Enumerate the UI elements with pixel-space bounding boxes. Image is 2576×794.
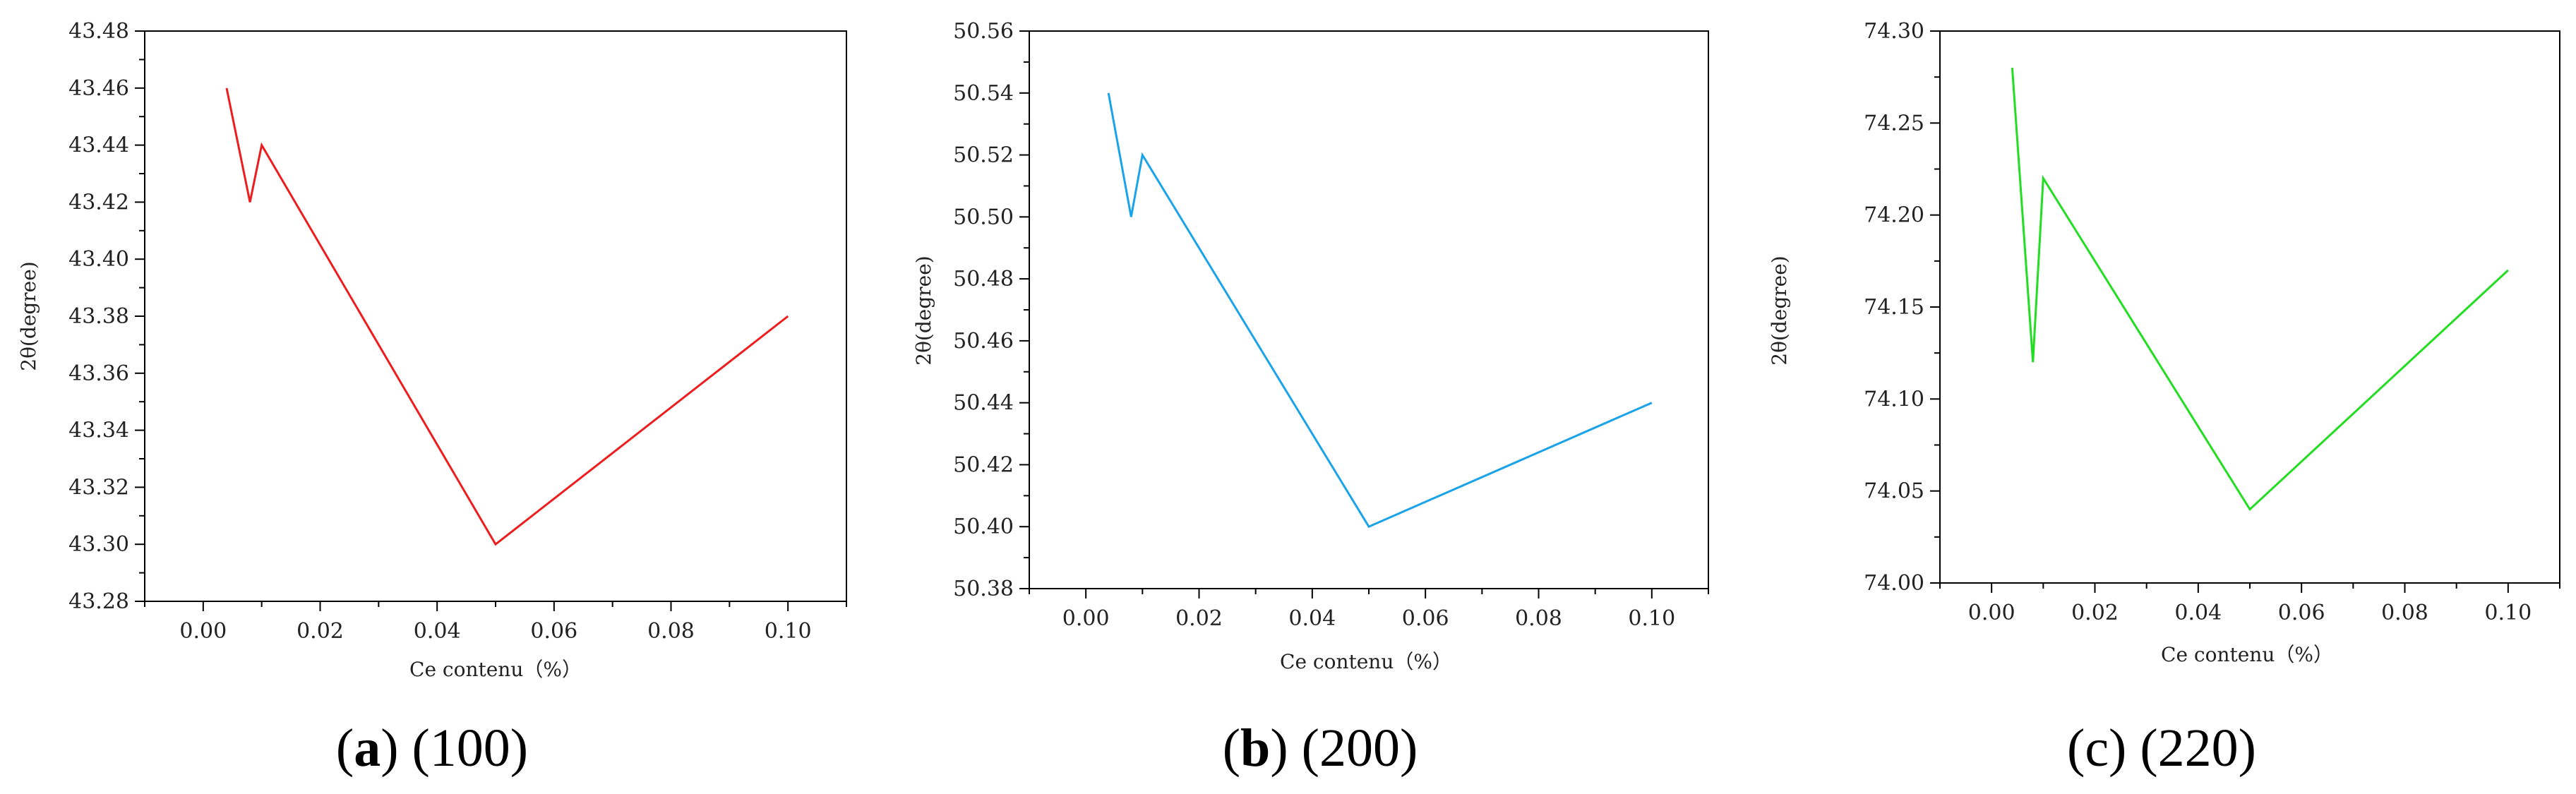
caption-text-a: (100) xyxy=(412,718,529,778)
chart-panel-c: 74.00 74.05 74.10 74.15 74.20 74.25 74.30 0.00… xyxy=(1768,19,2560,778)
x-tick-label: 0.00 xyxy=(179,619,227,644)
x-tick-label: 0.02 xyxy=(2071,601,2119,625)
y-tick-label: 50.46 xyxy=(953,329,1014,354)
y-tick-label: 50.40 xyxy=(953,515,1014,539)
x-ticks-c: 0.00 0.02 0.04 0.06 0.08 0.10 xyxy=(1939,583,2560,625)
y-axis-title-a: 2θ(degree) xyxy=(17,261,40,371)
y-axis-title-c: 2θ(degree) xyxy=(1768,255,1791,365)
y-tick-label: 74.10 xyxy=(1864,387,1924,411)
x-ticks-b: 0.00 0.02 0.04 0.06 0.08 0.10 xyxy=(1029,589,1709,631)
y-tick-label: 74.00 xyxy=(1864,571,1924,596)
x-tick-label: 0.08 xyxy=(647,619,695,644)
series-line-a xyxy=(225,88,789,546)
x-tick-label: 0.00 xyxy=(1968,601,2015,625)
y-tick-label: 43.32 xyxy=(68,475,129,500)
y-tick-label: 43.30 xyxy=(68,532,129,557)
series-line-b xyxy=(1107,92,1653,529)
caption-a: (a) (100) xyxy=(336,718,528,778)
y-tick-label: 50.38 xyxy=(953,577,1014,601)
caption-text-b: (200) xyxy=(1302,718,1418,778)
y-ticks-b: 50.38 50.40 50.42 50.44 50.46 50.48 50.50 50.52… xyxy=(953,19,1029,601)
y-tick-label: 50.52 xyxy=(953,143,1014,168)
caption-c: (c) (220) xyxy=(2067,718,2256,778)
series-line-c xyxy=(2011,67,2509,512)
caption-letter-b: b xyxy=(1240,718,1270,778)
y-tick-label: 43.38 xyxy=(68,304,129,329)
y-tick-label: 50.42 xyxy=(953,452,1014,477)
y-ticks-c: 74.00 74.05 74.10 74.15 74.20 74.25 74.30 xyxy=(1864,19,1940,596)
y-tick-label: 43.42 xyxy=(68,190,129,215)
chart-panel-b: 50.38 50.40 50.42 50.44 50.46 50.48 50.50 50.52… xyxy=(912,19,1709,778)
y-tick-label: 50.54 xyxy=(953,81,1014,106)
x-axis-title-b: Ce contenu（%） xyxy=(1280,650,1452,673)
y-tick-label: 50.50 xyxy=(953,205,1014,229)
x-axis-title-a: Ce contenu（%） xyxy=(409,658,582,681)
y-tick-label: 43.46 xyxy=(68,76,129,101)
x-tick-label: 0.00 xyxy=(1062,606,1110,631)
y-tick-label: 74.30 xyxy=(1864,19,1924,44)
y-tick-label: 74.05 xyxy=(1864,479,1924,504)
y-tick-label: 43.36 xyxy=(68,361,129,386)
y-tick-label: 43.48 xyxy=(68,19,129,44)
x-tick-label: 0.02 xyxy=(1175,606,1223,631)
x-tick-label: 0.02 xyxy=(296,619,344,644)
x-axis-title-c: Ce contenu（%） xyxy=(2161,643,2333,666)
y-tick-label: 50.48 xyxy=(953,267,1014,291)
y-tick-label: 74.15 xyxy=(1864,295,1924,320)
y-ticks-a: 43.28 43.30 43.32 43.34 43.36 43.38 43.40 43.42… xyxy=(68,19,145,614)
x-tick-label: 0.04 xyxy=(1288,606,1336,631)
plot-frame-a xyxy=(144,30,847,602)
x-tick-label: 0.10 xyxy=(2484,601,2532,625)
y-tick-label: 74.20 xyxy=(1864,203,1924,228)
plot-frame-c xyxy=(1939,30,2560,584)
x-ticks-a: 0.00 0.02 0.04 0.06 0.08 0.10 xyxy=(144,601,847,644)
x-tick-label: 0.04 xyxy=(414,619,461,644)
x-tick-label: 0.10 xyxy=(1628,606,1675,631)
plot-frame-b xyxy=(1029,30,1709,589)
x-tick-label: 0.06 xyxy=(530,619,577,644)
y-tick-label: 43.44 xyxy=(68,133,129,158)
x-tick-label: 0.08 xyxy=(1515,606,1562,631)
y-axis-title-b: 2θ(degree) xyxy=(912,255,935,365)
x-tick-label: 0.06 xyxy=(2278,601,2325,625)
caption-letter-a: a xyxy=(354,718,381,778)
x-tick-label: 0.08 xyxy=(2381,601,2428,625)
y-tick-label: 74.25 xyxy=(1864,111,1924,136)
chart-panel-a: 43.28 43.30 43.32 43.34 43.36 43.38 43.40 43.42… xyxy=(17,19,847,778)
x-tick-label: 0.10 xyxy=(765,619,812,644)
y-tick-label: 43.28 xyxy=(68,589,129,614)
y-tick-label: 50.56 xyxy=(953,19,1014,44)
y-tick-label: 43.40 xyxy=(68,247,129,272)
y-tick-label: 50.44 xyxy=(953,391,1014,416)
x-tick-label: 0.04 xyxy=(2174,601,2222,625)
caption-b: (b) (200) xyxy=(1223,718,1418,778)
x-tick-label: 0.06 xyxy=(1402,606,1449,631)
y-tick-label: 43.34 xyxy=(68,419,129,443)
